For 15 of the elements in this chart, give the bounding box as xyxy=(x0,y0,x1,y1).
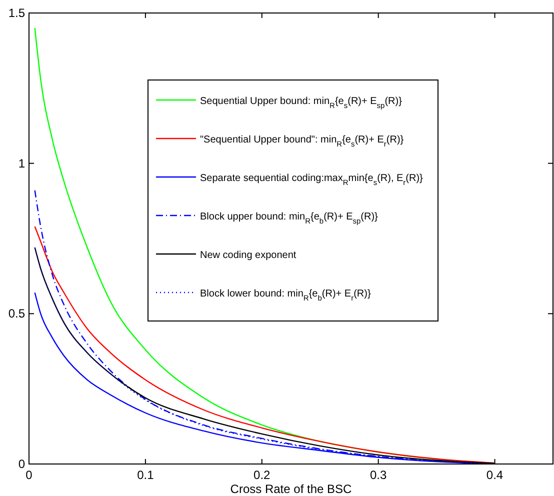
x-axis-title: Cross Rate of the BSC xyxy=(230,482,352,496)
legend-label: Sequential Upper bound: min$_{R}${e$_{s}$(R)+ E$_{sp}$(R)} xyxy=(200,96,403,110)
x-tick-label: 0.2 xyxy=(254,468,271,482)
legend-label: "Sequential Upper bound": min$_{R}${e$_{s}$(R)+ E$_{r}$(R)} xyxy=(200,134,404,148)
y-tick-label: 0 xyxy=(18,457,26,471)
x-tick-label: 0.4 xyxy=(486,468,504,482)
legend-label: New coding exponent xyxy=(200,250,296,261)
y-tick-label: 0.5 xyxy=(8,306,26,321)
y-tick-label: 1.5 xyxy=(8,6,26,20)
x-tick-label: 0.1 xyxy=(137,468,154,482)
legend-label: Block lower bound: min$_{R}${e$_{b}$(R)+ E$_{r}$(R)} xyxy=(200,288,372,302)
y-tick-label: 1 xyxy=(18,156,26,170)
x-tick-label: 0.3 xyxy=(370,468,387,482)
legend-label: Separate sequential coding:max$_{R}$min{e$_{s}$(R), E$_{r}$(R)} xyxy=(200,173,424,187)
legend-label: Block upper bound: min$_{R}${e$_{b}$(R)+ E$_{sp}$(R)} xyxy=(200,212,379,226)
